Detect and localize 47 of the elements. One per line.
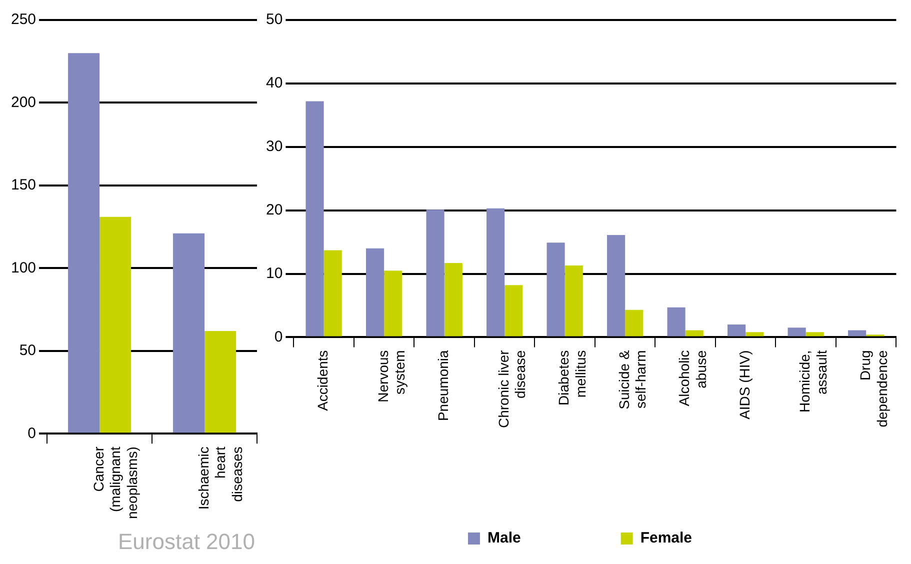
bar [607,235,626,336]
y-tick-label: 150 [10,176,36,194]
y-tick-label: 200 [10,94,36,111]
y-tick-label: 30 [266,138,283,156]
x-tick-label: Cancer (malignant neoplasms) [90,446,140,520]
y-tick-label: 10 [266,264,283,282]
bar [100,216,132,433]
legend-label: Female [640,530,692,547]
y-tick-label: 20 [266,201,283,218]
bar [173,233,205,433]
bar [366,248,384,336]
bar [384,270,402,336]
bar [324,250,342,336]
bar [68,53,100,433]
bar [625,310,644,336]
bar [444,262,462,336]
bar [486,208,505,336]
y-tick-label: 250 [10,11,36,28]
x-tick-label: Pneumonia [435,350,452,422]
y-tick-label: 0 [274,328,283,346]
bar [504,285,523,336]
bar [806,332,824,336]
legend-label: Male [487,530,521,547]
bar [667,307,686,336]
x-tick-label: Homicide, assault [796,350,830,412]
y-tick-label: 40 [266,74,283,92]
bar [546,242,565,336]
bar [426,210,444,336]
bar [685,330,704,336]
y-tick-label: 50 [266,11,283,28]
x-tick-label: Nervous system [374,350,408,402]
bar [788,328,806,336]
bar [848,330,866,336]
x-tick-label: AIDS (HIV) [736,350,752,420]
bar [204,331,236,433]
text: Eurostat 2010 [118,529,255,554]
x-tick-label: Accidents [314,350,331,411]
bar [564,266,583,336]
x-tick-label: Ischaemic heart diseases [195,446,245,510]
y-tick-label: 100 [10,259,36,276]
x-tick-label: Alcoholic abuse [676,350,709,406]
bar [746,332,764,336]
x-tick-label: Chronic liver disease [495,350,528,428]
bar [306,101,324,336]
bar [728,324,746,336]
y-tick-label: 50 [19,342,36,360]
y-tick-label: 0 [28,424,36,442]
